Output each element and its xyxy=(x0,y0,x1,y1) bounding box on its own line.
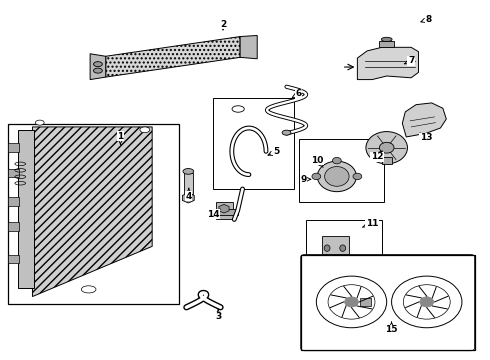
Text: 4: 4 xyxy=(186,188,192,201)
Ellipse shape xyxy=(35,120,44,125)
Bar xyxy=(8,168,19,177)
Ellipse shape xyxy=(94,62,102,67)
Bar xyxy=(322,235,349,253)
Bar xyxy=(301,255,475,350)
Text: 9: 9 xyxy=(300,175,311,184)
Circle shape xyxy=(420,297,434,307)
Ellipse shape xyxy=(140,127,150,133)
Bar xyxy=(184,173,193,194)
Ellipse shape xyxy=(324,245,330,251)
Polygon shape xyxy=(18,130,34,288)
Bar xyxy=(8,197,19,206)
Text: 12: 12 xyxy=(370,151,383,161)
Text: 3: 3 xyxy=(215,309,221,321)
Text: 13: 13 xyxy=(419,133,432,142)
Text: 10: 10 xyxy=(311,156,323,167)
Text: 2: 2 xyxy=(220,19,226,30)
Bar xyxy=(216,202,233,220)
Bar xyxy=(299,139,384,202)
Ellipse shape xyxy=(353,173,362,180)
Bar xyxy=(379,41,394,47)
Text: 14: 14 xyxy=(207,209,220,219)
Ellipse shape xyxy=(183,168,194,174)
Circle shape xyxy=(344,297,358,307)
Polygon shape xyxy=(106,37,240,77)
Text: 15: 15 xyxy=(385,322,398,334)
Text: 8: 8 xyxy=(421,15,431,24)
Bar xyxy=(8,143,19,152)
Text: 5: 5 xyxy=(268,147,280,156)
Bar xyxy=(306,220,382,263)
Ellipse shape xyxy=(232,106,245,112)
Ellipse shape xyxy=(340,245,345,251)
Polygon shape xyxy=(240,36,257,59)
Text: 6: 6 xyxy=(292,89,302,98)
Ellipse shape xyxy=(81,286,96,293)
Bar xyxy=(8,255,19,263)
Text: 11: 11 xyxy=(363,219,378,228)
Ellipse shape xyxy=(282,130,291,135)
Bar xyxy=(213,98,294,189)
Bar xyxy=(8,222,19,231)
Ellipse shape xyxy=(366,132,408,164)
Polygon shape xyxy=(357,47,418,80)
Text: 1: 1 xyxy=(117,132,123,144)
Bar xyxy=(360,298,370,306)
Polygon shape xyxy=(402,103,446,137)
Bar xyxy=(382,157,392,164)
Ellipse shape xyxy=(94,68,102,73)
Ellipse shape xyxy=(318,161,356,192)
Polygon shape xyxy=(90,54,106,80)
Ellipse shape xyxy=(332,157,341,164)
Bar xyxy=(8,125,179,304)
Text: 7: 7 xyxy=(405,57,415,66)
Ellipse shape xyxy=(325,167,349,186)
Bar xyxy=(211,209,238,215)
Ellipse shape xyxy=(381,37,392,41)
Ellipse shape xyxy=(379,142,394,153)
Polygon shape xyxy=(32,127,152,297)
Ellipse shape xyxy=(312,173,321,180)
